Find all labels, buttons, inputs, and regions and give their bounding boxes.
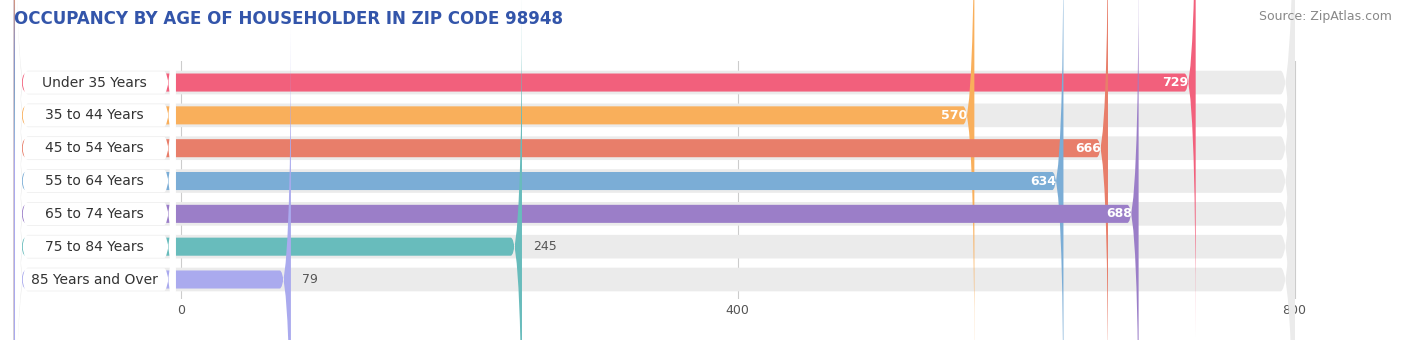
Text: 35 to 44 Years: 35 to 44 Years (45, 108, 143, 122)
FancyBboxPatch shape (14, 0, 1108, 340)
FancyBboxPatch shape (15, 0, 176, 340)
FancyBboxPatch shape (14, 0, 1063, 340)
FancyBboxPatch shape (14, 0, 1195, 336)
FancyBboxPatch shape (14, 0, 1295, 340)
Text: 688: 688 (1105, 207, 1132, 220)
Text: Under 35 Years: Under 35 Years (42, 75, 148, 89)
FancyBboxPatch shape (14, 0, 1295, 340)
FancyBboxPatch shape (15, 0, 176, 340)
Text: 245: 245 (533, 240, 557, 253)
Text: 55 to 64 Years: 55 to 64 Years (45, 174, 143, 188)
FancyBboxPatch shape (14, 0, 974, 340)
FancyBboxPatch shape (15, 28, 176, 340)
FancyBboxPatch shape (14, 0, 1295, 340)
Text: 729: 729 (1163, 76, 1188, 89)
FancyBboxPatch shape (15, 0, 176, 340)
Text: 666: 666 (1076, 142, 1101, 155)
Text: 570: 570 (941, 109, 967, 122)
FancyBboxPatch shape (14, 0, 1295, 340)
Text: Source: ZipAtlas.com: Source: ZipAtlas.com (1258, 10, 1392, 23)
Text: 85 Years and Over: 85 Years and Over (31, 272, 157, 287)
FancyBboxPatch shape (14, 26, 291, 340)
FancyBboxPatch shape (14, 0, 1295, 340)
FancyBboxPatch shape (14, 0, 1295, 340)
Text: 65 to 74 Years: 65 to 74 Years (45, 207, 143, 221)
Text: 45 to 54 Years: 45 to 54 Years (45, 141, 143, 155)
FancyBboxPatch shape (15, 0, 176, 334)
FancyBboxPatch shape (15, 0, 176, 340)
Text: 634: 634 (1031, 174, 1056, 188)
Text: 79: 79 (302, 273, 318, 286)
FancyBboxPatch shape (14, 0, 1295, 340)
Text: OCCUPANCY BY AGE OF HOUSEHOLDER IN ZIP CODE 98948: OCCUPANCY BY AGE OF HOUSEHOLDER IN ZIP C… (14, 10, 562, 28)
Text: 75 to 84 Years: 75 to 84 Years (45, 240, 143, 254)
FancyBboxPatch shape (14, 0, 522, 340)
FancyBboxPatch shape (14, 0, 1139, 340)
FancyBboxPatch shape (15, 0, 176, 340)
